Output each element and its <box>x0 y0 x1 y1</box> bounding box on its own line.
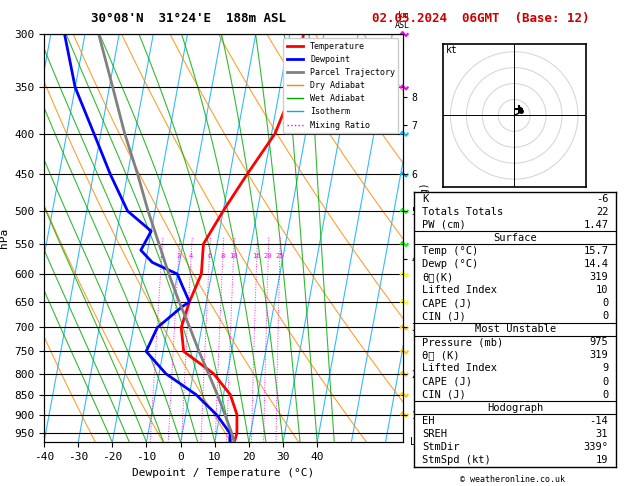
Text: 1.47: 1.47 <box>583 220 608 230</box>
Text: 319: 319 <box>589 272 608 282</box>
Text: 20: 20 <box>264 253 272 260</box>
Text: 31: 31 <box>596 429 608 439</box>
Text: -6: -6 <box>596 193 608 204</box>
Text: SREH: SREH <box>422 429 447 439</box>
Text: 0: 0 <box>602 390 608 399</box>
Text: 30°08'N  31°24'E  188m ASL: 30°08'N 31°24'E 188m ASL <box>91 12 286 25</box>
Text: CAPE (J): CAPE (J) <box>422 377 472 386</box>
Text: 0: 0 <box>602 311 608 321</box>
Text: PW (cm): PW (cm) <box>422 220 465 230</box>
Text: 16: 16 <box>252 253 261 260</box>
Y-axis label: Mixing Ratio (g/kg): Mixing Ratio (g/kg) <box>420 182 430 294</box>
Text: CAPE (J): CAPE (J) <box>422 298 472 308</box>
Y-axis label: hPa: hPa <box>0 228 9 248</box>
Text: 0: 0 <box>602 298 608 308</box>
Text: 3: 3 <box>176 253 181 260</box>
X-axis label: Dewpoint / Temperature (°C): Dewpoint / Temperature (°C) <box>132 468 314 478</box>
Text: 0: 0 <box>602 377 608 386</box>
Text: 319: 319 <box>589 350 608 361</box>
Text: 10: 10 <box>596 285 608 295</box>
Text: 02.05.2024  06GMT  (Base: 12): 02.05.2024 06GMT (Base: 12) <box>372 12 590 25</box>
Text: -14: -14 <box>589 416 608 426</box>
Text: 8: 8 <box>221 253 225 260</box>
Text: Lifted Index: Lifted Index <box>422 364 497 374</box>
Text: CIN (J): CIN (J) <box>422 311 465 321</box>
Text: © weatheronline.co.uk: © weatheronline.co.uk <box>460 474 565 484</box>
Text: 4: 4 <box>189 253 193 260</box>
Text: 9: 9 <box>602 364 608 374</box>
Text: kt: kt <box>446 45 457 55</box>
Text: θᴄ(K): θᴄ(K) <box>422 272 454 282</box>
Text: Lifted Index: Lifted Index <box>422 285 497 295</box>
Text: 15.7: 15.7 <box>583 246 608 256</box>
Text: EH: EH <box>422 416 435 426</box>
Text: Totals Totals: Totals Totals <box>422 207 503 217</box>
Text: Temp (°C): Temp (°C) <box>422 246 478 256</box>
Text: 339°: 339° <box>583 442 608 452</box>
Text: 22: 22 <box>596 207 608 217</box>
Text: Most Unstable: Most Unstable <box>474 324 556 334</box>
Text: StmSpd (kt): StmSpd (kt) <box>422 455 491 465</box>
Text: km
ASL: km ASL <box>395 11 410 30</box>
Text: 14.4: 14.4 <box>583 259 608 269</box>
Text: 19: 19 <box>596 455 608 465</box>
Text: StmDir: StmDir <box>422 442 459 452</box>
Text: K: K <box>422 193 428 204</box>
Text: θᴄ (K): θᴄ (K) <box>422 350 459 361</box>
Text: CIN (J): CIN (J) <box>422 390 465 399</box>
Text: 975: 975 <box>589 337 608 347</box>
Legend: Temperature, Dewpoint, Parcel Trajectory, Dry Adiabat, Wet Adiabat, Isotherm, Mi: Temperature, Dewpoint, Parcel Trajectory… <box>284 38 398 133</box>
Text: Pressure (mb): Pressure (mb) <box>422 337 503 347</box>
Text: 25: 25 <box>276 253 284 260</box>
Text: LCL: LCL <box>409 437 427 447</box>
Text: 2: 2 <box>159 253 164 260</box>
Text: 10: 10 <box>229 253 238 260</box>
Text: Surface: Surface <box>493 233 537 243</box>
Text: 6: 6 <box>207 253 211 260</box>
Text: Hodograph: Hodograph <box>487 403 543 413</box>
Text: Dewp (°C): Dewp (°C) <box>422 259 478 269</box>
